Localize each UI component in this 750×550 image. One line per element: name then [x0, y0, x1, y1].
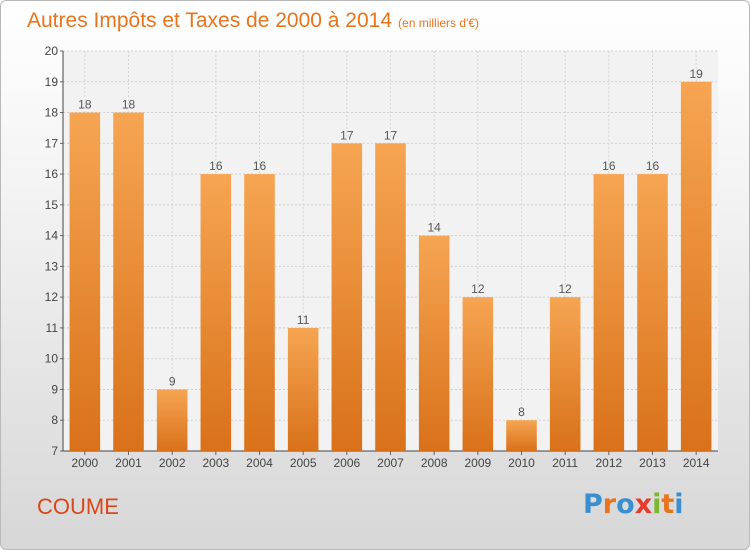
bar-2001 [113, 112, 144, 452]
data-label: 12 [471, 282, 485, 296]
bar-2004 [244, 174, 275, 452]
y-tick-label: 19 [45, 75, 59, 89]
data-label: 17 [384, 128, 398, 142]
logo-letter: P [583, 489, 603, 520]
x-tick-label: 2005 [290, 456, 317, 470]
bar-2000 [69, 112, 101, 452]
bar-2009 [462, 297, 494, 451]
data-label: 16 [209, 159, 223, 173]
logo-letter: i [674, 489, 684, 520]
y-tick-label: 12 [45, 290, 59, 304]
x-tick-label: 2012 [595, 456, 622, 470]
y-tick-label: 8 [51, 413, 58, 427]
x-tick-label: 2003 [202, 456, 229, 470]
x-tick-label: 2008 [421, 456, 448, 470]
data-label: 18 [78, 98, 92, 112]
chart-unit: (en milliers d'€) [398, 16, 480, 30]
bar-2010 [506, 420, 537, 451]
y-tick-label: 14 [45, 229, 59, 243]
y-tick-label: 13 [45, 259, 59, 273]
y-tick-label: 7 [51, 444, 58, 458]
x-tick-label: 2011 [552, 456, 578, 470]
data-label: 16 [253, 159, 267, 173]
x-tick-label: 2009 [464, 456, 491, 470]
y-tick-label: 11 [46, 321, 59, 335]
x-tick-label: 2007 [377, 456, 404, 470]
y-tick-label: 18 [45, 106, 59, 120]
proxiti-logo[interactable]: Proxiti [583, 489, 684, 520]
x-tick-label: 2000 [71, 456, 98, 470]
bar-2011 [549, 297, 581, 451]
x-tick-label: 2014 [683, 456, 710, 470]
logo-letter: o [616, 489, 635, 520]
bar-2008 [418, 235, 450, 451]
data-label: 19 [689, 67, 703, 81]
data-label: 17 [340, 128, 354, 142]
y-tick-label: 20 [45, 44, 59, 58]
bar-2007 [375, 143, 406, 452]
x-tick-label: 2004 [246, 456, 273, 470]
data-label: 12 [558, 282, 572, 296]
x-tick-label: 2002 [159, 456, 186, 470]
y-tick-label: 15 [45, 198, 59, 212]
commune-name: COUME [37, 494, 119, 519]
logo-letter: i [652, 489, 662, 520]
x-tick-label: 2010 [508, 456, 535, 470]
chart-title: Autres Impôts et Taxes de 2000 à 2014 (en… [27, 9, 479, 33]
logo-letter: t [661, 489, 675, 520]
bar-2002 [156, 389, 188, 451]
data-label: 16 [602, 159, 616, 173]
data-label: 18 [122, 98, 136, 112]
x-tick-label: 2013 [639, 456, 666, 470]
data-label: 11 [297, 313, 310, 327]
bar-2013 [637, 174, 668, 452]
x-tick-label: 2006 [333, 456, 360, 470]
y-tick-label: 9 [51, 382, 58, 396]
bar-2014 [680, 81, 712, 452]
data-label: 8 [518, 405, 525, 419]
data-label: 16 [646, 159, 660, 173]
logo-letter: x [634, 489, 653, 520]
y-tick-label: 10 [45, 352, 59, 366]
chart-title-text: Autres Impôts et Taxes de 2000 à 2014 [27, 9, 393, 32]
bar-2012 [593, 174, 625, 452]
bar-2005 [287, 327, 319, 451]
value-labels: 18 18 9 16 16 11 17 17 14 12 8 12 16 16 19 [78, 67, 703, 419]
bar-2003 [200, 174, 232, 452]
y-tick-label: 16 [45, 167, 59, 181]
data-label: 9 [169, 374, 176, 388]
bars [69, 81, 712, 452]
bar-2006 [331, 143, 363, 452]
x-tick-label: 2001 [115, 456, 142, 470]
data-label: 14 [427, 221, 441, 235]
y-tick-label: 17 [45, 136, 59, 150]
logo-letter: r [602, 489, 617, 520]
